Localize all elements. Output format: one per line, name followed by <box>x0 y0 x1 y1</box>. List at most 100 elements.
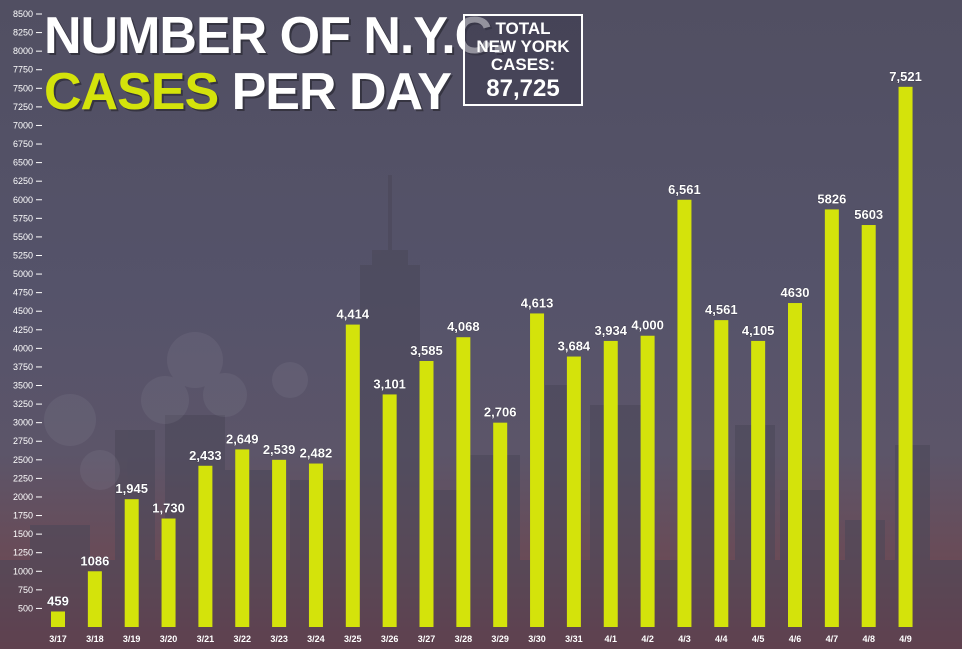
title-line-2: CASES PER DAY <box>44 66 505 118</box>
x-tick-label: 3/29 <box>491 634 509 644</box>
y-tick-label: 8250 <box>13 28 33 38</box>
y-tick-label: 750 <box>18 585 33 595</box>
data-label: 1,730 <box>152 501 185 516</box>
total-value: 87,725 <box>486 75 560 102</box>
y-tick-label: 6250 <box>13 176 33 186</box>
bar <box>898 86 913 628</box>
data-label: 7,521 <box>889 69 922 84</box>
data-label: 3,101 <box>373 376 406 391</box>
y-tick-label: 7000 <box>13 120 33 130</box>
y-tick-label: 2750 <box>13 436 33 446</box>
bar <box>751 340 766 627</box>
y-tick-label: 4750 <box>13 288 33 298</box>
total-label-line-3: CASES: <box>490 55 556 74</box>
data-label: 2,539 <box>263 442 296 457</box>
data-label: 4,000 <box>631 318 664 333</box>
title-accent-word: CASES <box>44 63 219 121</box>
x-tick-label: 3/25 <box>344 634 362 644</box>
y-tick-label: 3500 <box>13 381 33 391</box>
data-label: 4,613 <box>521 295 554 310</box>
x-tick-label: 3/24 <box>307 634 325 644</box>
x-tick-label: 3/27 <box>418 634 436 644</box>
bar <box>788 303 802 627</box>
bar <box>493 422 508 627</box>
data-label: 5826 <box>817 191 846 206</box>
bar-series <box>51 86 913 628</box>
bar <box>87 571 102 627</box>
bar <box>603 340 618 627</box>
data-label: 4,414 <box>337 307 370 322</box>
y-tick-label: 5500 <box>13 232 33 242</box>
y-tick-label: 7250 <box>13 102 33 112</box>
y-tick-label: 1000 <box>13 566 33 576</box>
y-tick-label: 8000 <box>13 46 33 56</box>
total-cases-box: TOTAL NEW YORK CASES: 87,725 <box>463 14 583 106</box>
total-label-line-1: TOTAL <box>495 19 551 38</box>
y-tick-label: 6000 <box>13 195 33 205</box>
y-tick-label: 3250 <box>13 399 33 409</box>
data-label: 459 <box>47 593 69 608</box>
y-tick-label: 7500 <box>13 83 33 93</box>
bar <box>714 320 729 627</box>
x-tick-label: 4/1 <box>604 634 617 644</box>
bar <box>161 518 176 627</box>
bar <box>272 459 287 627</box>
data-label: 6,561 <box>668 182 701 197</box>
chart-title: NUMBER OF N.Y.C. CASES PER DAY <box>44 10 506 118</box>
y-tick-label: 8500 <box>13 9 33 19</box>
bar <box>51 611 65 627</box>
data-labels: 459 1086 1,945 1,730 2,433 2,649 2,539 2,482 4,4… <box>47 69 922 609</box>
bar <box>198 465 213 627</box>
x-tick-label: 3/22 <box>233 634 251 644</box>
data-label: 4,561 <box>705 302 738 317</box>
data-label: 2,482 <box>300 446 333 461</box>
data-label: 3,684 <box>558 339 591 354</box>
bar <box>419 360 434 627</box>
y-tick-label: 1250 <box>13 548 33 558</box>
x-tick-label: 4/9 <box>899 634 912 644</box>
data-label: 1086 <box>80 553 109 568</box>
data-label: 2,706 <box>484 405 517 420</box>
x-tick-label: 4/4 <box>715 634 728 644</box>
bar <box>456 337 471 627</box>
x-tick-label: 3/28 <box>455 634 473 644</box>
y-tick-label: 5750 <box>13 213 33 223</box>
x-tick-label: 4/2 <box>641 634 654 644</box>
bar <box>308 463 323 627</box>
title-rest-words: PER DAY <box>218 63 452 121</box>
x-tick-label: 4/6 <box>789 634 802 644</box>
total-label-line-2: NEW YORK <box>476 37 570 56</box>
data-label: 3,934 <box>594 323 627 338</box>
y-tick-label: 4500 <box>13 306 33 316</box>
x-tick-label: 3/23 <box>270 634 288 644</box>
y-tick-label: 2000 <box>13 492 33 502</box>
data-label: 1,945 <box>115 481 148 496</box>
y-tick-label: 5250 <box>13 250 33 260</box>
total-label: TOTAL NEW YORK CASES: <box>465 16 581 74</box>
bar <box>124 499 139 627</box>
x-tick-label: 4/3 <box>678 634 691 644</box>
x-tick-label: 3/30 <box>528 634 546 644</box>
bar <box>566 356 581 627</box>
x-tick-label: 3/21 <box>197 634 215 644</box>
y-tick-label: 6500 <box>13 158 33 168</box>
x-tick-label: 4/8 <box>862 634 875 644</box>
x-tick-label: 3/26 <box>381 634 399 644</box>
data-label: 4630 <box>781 285 810 300</box>
y-axis: 500 750 1000 1250 1500 1750 2000 2250 2500 2750 30… <box>13 9 42 613</box>
y-tick-label: 2250 <box>13 473 33 483</box>
y-tick-label: 5000 <box>13 269 33 279</box>
bar <box>824 209 839 627</box>
data-label: 4,105 <box>742 323 775 338</box>
y-tick-label: 500 <box>18 603 33 613</box>
bar <box>345 324 360 627</box>
bar <box>640 335 655 627</box>
x-tick-label: 4/7 <box>826 634 839 644</box>
y-tick-label: 6750 <box>13 139 33 149</box>
bar <box>382 394 397 627</box>
x-tick-label: 3/20 <box>160 634 178 644</box>
data-label: 5603 <box>854 207 883 222</box>
x-tick-label: 3/18 <box>86 634 104 644</box>
